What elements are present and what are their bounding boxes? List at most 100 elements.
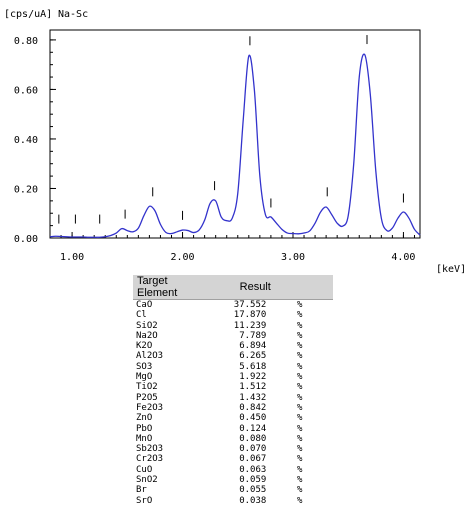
unit-cell: %: [296, 444, 303, 455]
result-value-cell: 0.055: [239, 485, 267, 496]
unit-cell: %: [296, 341, 303, 352]
element-cell: MgO: [136, 372, 153, 383]
unit-cell: %: [296, 475, 303, 486]
element-cell: SrO: [136, 495, 153, 506]
element-cell: SiO2: [136, 320, 158, 331]
result-value-cell: 1.432: [239, 392, 267, 403]
result-value-cell: 0.059: [239, 475, 267, 486]
unit-cell: %: [296, 495, 303, 506]
element-cell: K2O: [136, 341, 153, 352]
result-value-cell: 6.894: [239, 341, 267, 352]
unit-cell: %: [296, 402, 303, 413]
spectrum-series-line: [49, 53, 421, 238]
result-value-cell: 7.789: [239, 330, 267, 341]
target-element-header: Target Element: [133, 275, 200, 300]
unit-cell: %: [296, 382, 303, 393]
result-value-cell: 0.038: [239, 495, 267, 506]
table-row: MgO 1.922%: [133, 372, 333, 382]
unit-cell: %: [296, 320, 303, 331]
results-table: Target Element Result CaO 37.552% Cl 17.870…: [133, 275, 333, 506]
table-row: P2O5 1.432%: [133, 393, 333, 403]
table-row: PbO 0.124%: [133, 424, 333, 434]
results-table-header: Target Element Result: [133, 275, 333, 300]
result-value-cell: 6.265: [239, 351, 267, 362]
element-cell: Cr2O3: [136, 454, 164, 465]
table-row: Na2O 7.789%: [133, 331, 333, 341]
unit-cell: %: [296, 300, 303, 310]
unit-cell: %: [296, 423, 303, 434]
element-cell: P2O5: [136, 392, 158, 403]
element-cell: Br: [136, 485, 147, 496]
table-row: ZnO 0.450%: [133, 413, 333, 423]
table-row: Br 0.055%: [133, 485, 333, 495]
table-row: Al2O3 6.265%: [133, 351, 333, 361]
result-value-cell: 5.618: [239, 361, 267, 372]
element-cell: SO3: [136, 361, 153, 372]
table-row: SnO2 0.059%: [133, 475, 333, 485]
result-value-cell: 0.842: [239, 402, 267, 413]
result-value-cell: 0.080: [239, 433, 267, 444]
table-row: SO3 5.618%: [133, 362, 333, 372]
table-row: K2O 6.894%: [133, 341, 333, 351]
element-cell: Al2O3: [136, 351, 164, 362]
result-value-cell: 37.552: [233, 300, 267, 310]
element-cell: Cl: [136, 310, 147, 321]
unit-cell: %: [296, 454, 303, 465]
table-row: SrO 0.038%: [133, 496, 333, 506]
spectrum-chart: [cps/uA] Na-Sc [keV] 1.00 2.00 3.00 4.00 0.0…: [4, 9, 466, 275]
result-header: Result: [199, 275, 333, 300]
table-row: Fe2O3 0.842%: [133, 403, 333, 413]
unit-cell: %: [296, 413, 303, 424]
peak-markers: [58, 35, 404, 224]
x-tick-label: 4.00: [391, 252, 415, 263]
y-tick-label: 0.00: [14, 234, 38, 245]
unit-cell: %: [296, 310, 303, 321]
result-value-cell: 1.922: [239, 372, 267, 383]
element-cell: Sb2O3: [136, 444, 164, 455]
x-axis-unit-label: [keV]: [436, 264, 466, 275]
unit-cell: %: [296, 485, 303, 496]
table-row: CaO 37.552%: [133, 300, 333, 311]
table-row: MnO 0.080%: [133, 434, 333, 444]
chart-title: Na-Sc: [58, 9, 88, 20]
element-cell: SnO2: [136, 475, 158, 486]
result-value-cell: 0.070: [239, 444, 267, 455]
element-cell: PbO: [136, 423, 153, 434]
result-value-cell: 1.512: [239, 382, 267, 393]
x-tick-label: 3.00: [281, 252, 305, 263]
table-row: Sb2O3 0.070%: [133, 444, 333, 454]
result-value-cell: 17.870: [233, 310, 267, 321]
result-value-cell: 11.239: [233, 320, 267, 331]
y-tick-label: 0.60: [14, 85, 38, 96]
unit-cell: %: [296, 464, 303, 475]
unit-cell: %: [296, 351, 303, 362]
element-cell: MnO: [136, 433, 153, 444]
result-value-cell: 0.124: [239, 423, 267, 434]
table-row: Cr2O3 0.067%: [133, 454, 333, 464]
axis-ticks: 1.00 2.00 3.00 4.00 0.00 0.20 0.40 0.60 0.80: [14, 36, 416, 263]
table-row: Cl 17.870%: [133, 310, 333, 320]
unit-cell: %: [296, 433, 303, 444]
unit-cell: %: [296, 392, 303, 403]
x-tick-label: 2.00: [170, 252, 194, 263]
table-row: SiO2 11.239%: [133, 321, 333, 331]
element-cell: CuO: [136, 464, 153, 475]
results-table-body: CaO 37.552% Cl 17.870% SiO2 11.239% Na2O 7.789%…: [133, 300, 333, 506]
y-axis-unit-label: [cps/uA]: [4, 9, 52, 20]
element-cell: TiO2: [136, 382, 158, 393]
x-tick-label: 1.00: [60, 252, 84, 263]
element-cell: Na2O: [136, 330, 158, 341]
y-tick-label: 0.40: [14, 135, 38, 146]
result-value-cell: 0.067: [239, 454, 267, 465]
table-row: CuO 0.063%: [133, 465, 333, 475]
y-tick-label: 0.80: [14, 36, 38, 47]
unit-cell: %: [296, 361, 303, 372]
result-value-cell: 0.063: [239, 464, 267, 475]
unit-cell: %: [296, 330, 303, 341]
element-cell: Fe2O3: [136, 402, 164, 413]
element-cell: ZnO: [136, 413, 153, 424]
unit-cell: %: [296, 372, 303, 383]
result-value-cell: 0.450: [239, 413, 267, 424]
table-row: TiO2 1.512%: [133, 382, 333, 392]
y-tick-label: 0.20: [14, 184, 38, 195]
